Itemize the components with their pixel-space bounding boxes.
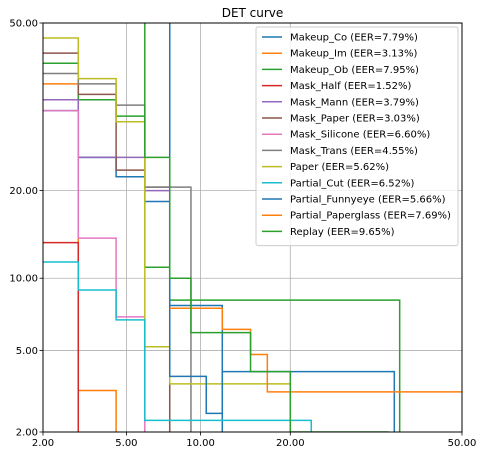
legend-label: Mask_Trans (EER=4.55%) xyxy=(290,146,418,157)
legend-label: Mask_Mann (EER=3.79%) xyxy=(290,97,419,108)
x-tick-label: 5.00 xyxy=(115,438,137,449)
x-tick-label: 20.00 xyxy=(276,438,305,449)
legend-label: Paper (EER=5.62%) xyxy=(290,162,389,173)
x-tick-label: 2.00 xyxy=(32,438,54,449)
x-tick-label: 10.00 xyxy=(186,438,215,449)
legend-label: Mask_Half (EER=1.52%) xyxy=(290,81,412,92)
legend-label: Makeup_Co (EER=7.79%) xyxy=(290,33,418,44)
legend-label: Makeup_Im (EER=3.13%) xyxy=(290,49,418,60)
plot-frame xyxy=(42,22,463,433)
y-tick-label: 5.00 xyxy=(16,346,38,357)
legend-label: Mask_Paper (EER=3.03%) xyxy=(290,114,420,125)
legend-label: Replay (EER=9.65%) xyxy=(290,227,395,238)
y-tick-label: 50.00 xyxy=(9,19,38,30)
legend-label: Partial_Funnyeye (EER=5.66%) xyxy=(290,195,446,206)
series-layer xyxy=(43,23,462,432)
legend-label: Makeup_Ob (EER=7.95%) xyxy=(290,65,419,76)
series-line-11 xyxy=(168,23,396,432)
legend-label: Partial_Paperglass (EER=7.69%) xyxy=(290,211,451,222)
y-tick-label: 2.00 xyxy=(16,428,38,439)
series-line-10 xyxy=(43,261,313,432)
series-line-13 xyxy=(144,23,389,432)
legend-label: Mask_Silicone (EER=6.60%) xyxy=(290,130,430,141)
series-line-4 xyxy=(43,241,80,432)
axis-ticks: 2.00 5.00 10.00 20.00 50.00 2.00 5.00 10.00 20.0… xyxy=(9,19,476,450)
chart-title: DET curve xyxy=(222,6,284,20)
legend-label: Partial_Cut (EER=6.52%) xyxy=(290,178,414,189)
x-tick-label: 50.00 xyxy=(448,438,477,449)
y-tick-label: 10.00 xyxy=(9,274,38,285)
y-tick-label: 20.00 xyxy=(9,186,38,197)
legend-box xyxy=(255,26,459,247)
legend: Makeup_Co (EER=7.79%) Makeup_Im (EER=3.13… xyxy=(255,26,459,247)
